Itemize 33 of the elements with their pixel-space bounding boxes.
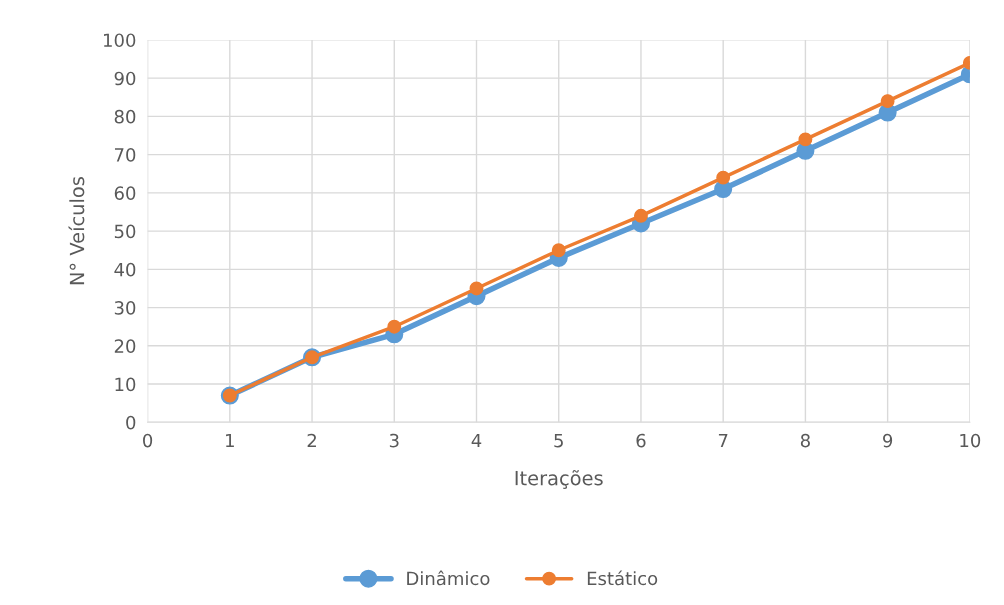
- x-tick-label: 0: [143, 433, 153, 448]
- y-tick-label: 70: [114, 148, 136, 162]
- y-tick-label: 40: [114, 262, 136, 277]
- y-tick-label: 80: [114, 109, 136, 124]
- legend-label: Dinâmico: [407, 570, 490, 586]
- y-tick-label: 100: [104, 33, 136, 48]
- x-tick-label: 2: [307, 433, 316, 448]
- y-tick-label: 90: [114, 71, 136, 86]
- x-tick-label: 7: [718, 433, 728, 448]
- y-tick-label: 60: [114, 186, 136, 200]
- point: [880, 94, 895, 109]
- y-tick-label: 20: [114, 339, 136, 353]
- y-tick-label: 0: [126, 415, 136, 430]
- point: [634, 208, 648, 223]
- y-tick-label: 10: [115, 377, 136, 392]
- x-tick-label: 4: [471, 433, 482, 448]
- point: [551, 243, 566, 258]
- point: [387, 319, 402, 334]
- point: [469, 281, 484, 296]
- point: [798, 132, 813, 147]
- y-axis-title: N° Veículos: [68, 177, 85, 285]
- x-tick-label: 6: [636, 433, 646, 448]
- point: [716, 170, 731, 185]
- y-tick-label: 30: [114, 301, 136, 315]
- y-tick-label: 50: [114, 224, 136, 239]
- x-tick-label: 5: [554, 433, 563, 448]
- x-tick-label: 8: [800, 433, 810, 448]
- x-tick-label: 9: [883, 433, 893, 448]
- legend-label: Estático: [587, 570, 658, 586]
- x-tick-label: 3: [389, 433, 399, 448]
- x-axis-title: Iterações: [515, 470, 603, 489]
- x-tick-label: 10: [960, 433, 981, 448]
- x-tick-label: 1: [226, 433, 234, 448]
